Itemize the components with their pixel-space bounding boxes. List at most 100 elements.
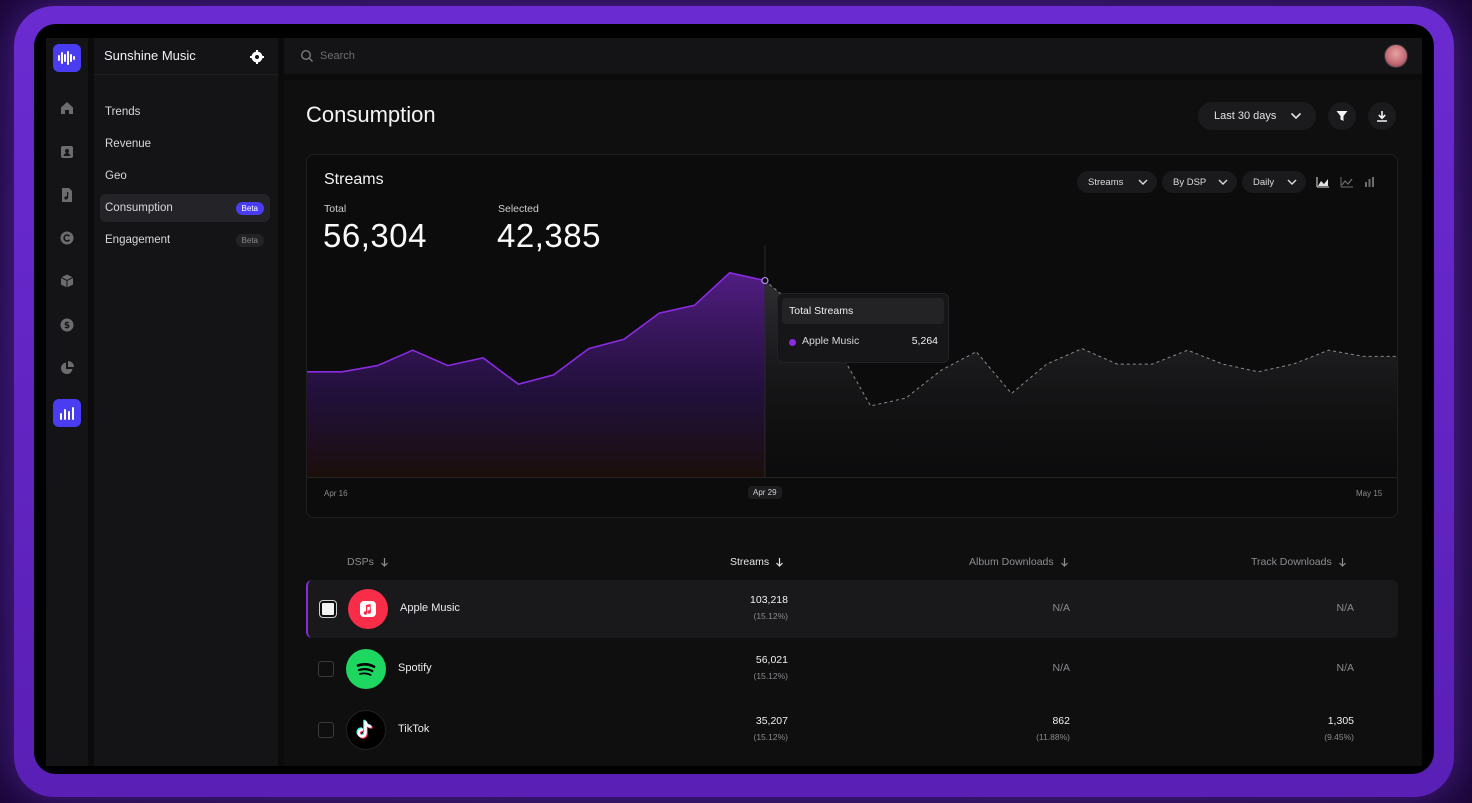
- streams-percent: (15.12%): [753, 671, 789, 681]
- column-header-track-downloads[interactable]: Track Downloads: [1251, 556, 1347, 568]
- row-checkbox[interactable]: [318, 661, 334, 677]
- column-header-dsps[interactable]: DSPs: [347, 556, 389, 568]
- gear-icon[interactable]: [250, 50, 264, 64]
- bar-chart-icon[interactable]: [53, 399, 81, 427]
- column-header-label: Track Downloads: [1251, 556, 1332, 568]
- date-range-label: Last 30 days: [1214, 110, 1277, 122]
- total-label: Total: [324, 203, 347, 215]
- column-header-label: Streams: [730, 556, 770, 568]
- tiktok-icon: [346, 710, 386, 750]
- dollar-icon[interactable]: $: [57, 315, 77, 335]
- metric-label: Streams: [1088, 176, 1124, 188]
- workspace-name[interactable]: Sunshine Music: [104, 48, 196, 63]
- avatar[interactable]: [1384, 44, 1408, 68]
- pie-chart-icon[interactable]: [57, 358, 77, 378]
- table-row[interactable]: TikTok 35,207 (15.12%) 862 (11.88%) 1,30…: [306, 701, 1398, 759]
- track-downloads-value: 1,305: [1327, 715, 1354, 727]
- track-downloads-value: N/A: [1336, 602, 1354, 614]
- arrow-down-icon: [380, 558, 388, 567]
- streams-area-chart[interactable]: [307, 155, 1398, 518]
- sidebar: Sunshine Music Trends Revenue Geo Consum…: [94, 38, 278, 766]
- group-dropdown[interactable]: By DSP: [1162, 171, 1237, 193]
- arrow-down-icon: [1060, 558, 1068, 567]
- streams-chart-card: Streams Total 56,304 Selected 42,385 Str…: [306, 154, 1398, 518]
- column-header-label: DSPs: [347, 556, 374, 568]
- tooltip-title: Total Streams: [782, 298, 944, 324]
- streams-percent: (15.12%): [753, 732, 789, 742]
- contacts-icon[interactable]: [57, 142, 77, 162]
- home-icon[interactable]: [57, 98, 77, 118]
- line-chart-icon[interactable]: [1340, 175, 1354, 189]
- device-screen: $ Sunshine Music Trends Revenue Geo Cons…: [34, 24, 1434, 774]
- streams-value: 103,218: [750, 594, 788, 606]
- interval-label: Daily: [1253, 176, 1275, 188]
- streams-value: 56,021: [755, 654, 788, 666]
- table-row[interactable]: Spotify 56,021 (15.12%) N/A N/A: [306, 640, 1398, 698]
- spotify-icon: [346, 649, 386, 689]
- music-file-icon[interactable]: [57, 185, 77, 205]
- copyright-icon[interactable]: [57, 228, 77, 248]
- chevron-down-icon: [1287, 179, 1297, 185]
- selected-label: Selected: [498, 203, 539, 215]
- download-icon: [1377, 111, 1387, 122]
- hover-point[interactable]: [761, 276, 769, 285]
- sidebar-item-engagement[interactable]: Engagement Beta: [100, 226, 270, 254]
- row-checkbox[interactable]: [318, 722, 334, 738]
- chart-tooltip: Total Streams Apple Music 5,264: [777, 293, 949, 363]
- chevron-down-icon: [1218, 179, 1228, 185]
- column-header-streams[interactable]: Streams: [730, 556, 784, 568]
- sidebar-item-label: Trends: [105, 106, 141, 118]
- sidebar-item-trends[interactable]: Trends: [100, 98, 270, 126]
- download-button[interactable]: [1368, 102, 1396, 130]
- sidebar-item-label: Geo: [105, 170, 127, 182]
- streams-percent: (15.12%): [753, 611, 789, 621]
- apple-music-icon: [348, 589, 388, 629]
- column-header-album-downloads[interactable]: Album Downloads: [969, 556, 1069, 568]
- app-logo-icon[interactable]: [53, 44, 81, 72]
- top-bar: [284, 38, 1422, 74]
- area-chart-icon[interactable]: [1316, 175, 1330, 189]
- album-downloads-value: 862: [1052, 715, 1070, 727]
- app-window: $ Sunshine Music Trends Revenue Geo Cons…: [46, 38, 1422, 766]
- dsp-name: TikTok: [398, 723, 430, 735]
- chart-title: Streams: [324, 171, 384, 188]
- date-range-dropdown[interactable]: Last 30 days: [1198, 102, 1316, 130]
- sidebar-item-revenue[interactable]: Revenue: [100, 130, 270, 158]
- chevron-down-icon: [1138, 179, 1148, 185]
- track-downloads-value: N/A: [1336, 662, 1354, 674]
- table-row[interactable]: Apple Music 103,218 (15.12%) N/A N/A: [306, 580, 1398, 638]
- tooltip-series-label: Apple Music: [802, 335, 860, 347]
- divider: [94, 74, 278, 75]
- album-downloads-value: N/A: [1052, 662, 1070, 674]
- search-input[interactable]: [320, 46, 720, 66]
- sidebar-item-consumption[interactable]: Consumption Beta: [100, 194, 270, 222]
- series-color-dot: [789, 339, 796, 346]
- filter-button[interactable]: [1328, 102, 1356, 130]
- tooltip-series-value: 5,264: [911, 335, 938, 347]
- arrow-down-icon: [1338, 558, 1346, 567]
- bar-chart-icon[interactable]: [1363, 175, 1377, 189]
- filter-icon: [1336, 111, 1348, 121]
- sidebar-item-geo[interactable]: Geo: [100, 162, 270, 190]
- page-title: Consumption: [306, 102, 436, 127]
- selected-area: [307, 272, 765, 477]
- selected-series-line: [307, 271, 766, 386]
- sidebar-item-label: Engagement: [105, 234, 171, 246]
- album-downloads-percent: (11.88%): [1036, 732, 1070, 742]
- box-icon[interactable]: [57, 271, 77, 291]
- x-tick-label: May 15: [1356, 489, 1383, 498]
- arrow-down-icon: [776, 558, 784, 567]
- dsp-name: Apple Music: [400, 602, 460, 614]
- x-tick-label: Apr 29: [748, 486, 782, 499]
- group-label: By DSP: [1173, 176, 1207, 188]
- selected-value: 42,385: [497, 217, 601, 254]
- main-content: Consumption Last 30 days Streams Total 5…: [284, 80, 1422, 766]
- search-icon: [300, 49, 314, 63]
- interval-dropdown[interactable]: Daily: [1242, 171, 1306, 193]
- sidebar-item-label: Consumption: [105, 202, 173, 214]
- streams-value: 35,207: [755, 715, 788, 727]
- metric-dropdown[interactable]: Streams: [1077, 171, 1157, 193]
- beta-badge: Beta: [235, 201, 264, 215]
- dsp-name: Spotify: [398, 662, 432, 674]
- row-checkbox[interactable]: [320, 601, 336, 617]
